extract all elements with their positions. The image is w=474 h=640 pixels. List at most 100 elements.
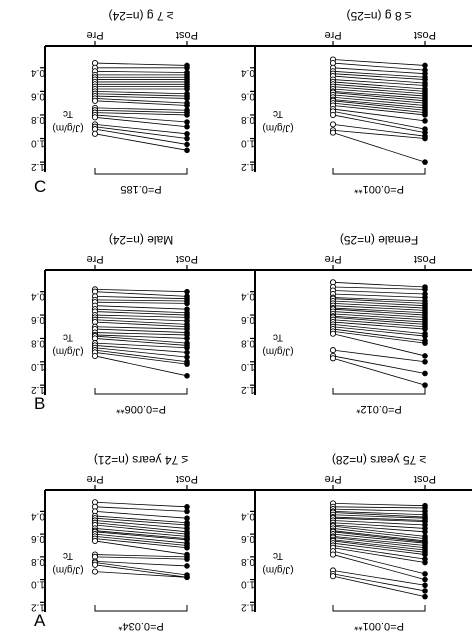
pair-line <box>332 547 426 563</box>
pair-line <box>332 132 426 163</box>
pair-line <box>332 290 426 295</box>
pre-point <box>329 121 337 128</box>
significance-bracket <box>332 605 426 612</box>
pair-line <box>332 530 426 542</box>
pair-line <box>94 506 188 512</box>
subplot-title: ≤ 8 g (n=25) <box>347 9 412 23</box>
pair-line <box>332 59 426 66</box>
pair-line <box>332 573 426 592</box>
pair-line <box>94 562 188 576</box>
post-point <box>184 64 190 71</box>
plot-b-left: 0.4 0.6 0.8 1.0 1.2 Tc (J/g/m) Pre Post Female (n… <box>241 233 472 415</box>
pair-line <box>94 288 188 293</box>
pair-line <box>332 75 426 84</box>
pre-label: Pre <box>86 253 103 265</box>
post-point <box>422 358 428 365</box>
pair-line <box>332 73 426 80</box>
pair-line <box>94 70 188 73</box>
pre-point <box>329 573 337 580</box>
pair-line <box>332 300 426 307</box>
pair-line <box>94 334 188 339</box>
tick-label: 1.0 <box>31 579 45 590</box>
y-axis-label: Tc <box>273 332 283 343</box>
subplot-title: ≥ 7 g (n=24) <box>109 9 174 23</box>
post-point <box>422 333 428 339</box>
pair-line <box>332 281 426 288</box>
pair-line <box>332 528 426 540</box>
pre-point <box>91 568 99 575</box>
post-point <box>184 574 190 581</box>
pair-line <box>332 108 426 122</box>
panel-letter-a: A <box>34 611 46 630</box>
pair-line <box>94 308 188 314</box>
post-label: Post <box>176 253 198 265</box>
pair-line <box>94 501 188 508</box>
pair-line <box>94 328 188 333</box>
post-point <box>184 515 190 521</box>
post-point <box>184 135 190 142</box>
pair-line <box>332 313 426 321</box>
pair-line <box>94 332 188 336</box>
y-axis-label: Tc <box>273 108 283 119</box>
pair-line <box>332 506 426 509</box>
pair-line <box>332 286 426 290</box>
post-point <box>184 102 190 109</box>
pair-line <box>332 105 426 116</box>
post-point <box>422 593 428 600</box>
pair-line <box>94 116 188 128</box>
tick-label: 1.2 <box>31 161 45 172</box>
pre-label: Pre <box>86 29 103 41</box>
post-point <box>422 286 428 293</box>
post-point <box>184 131 190 137</box>
post-label: Post <box>414 253 436 265</box>
tick-label: 1.2 <box>31 384 45 395</box>
post-point <box>422 382 428 388</box>
tick-label: 0.4 <box>241 67 255 78</box>
subplot-title: Female (n=25) <box>340 233 418 247</box>
pair-line <box>94 128 188 145</box>
pair-line <box>332 326 426 337</box>
tick-label: 1.2 <box>241 161 255 172</box>
pair-line <box>332 542 426 555</box>
pair-line <box>332 83 426 92</box>
tick-label: 0.4 <box>31 510 45 521</box>
pair-line <box>332 94 426 104</box>
post-point <box>184 508 190 515</box>
p-value: P=0.012* <box>356 403 402 415</box>
pair-line <box>94 133 188 151</box>
post-point <box>184 354 190 360</box>
pair-line <box>94 321 188 328</box>
tick-label: 1.2 <box>241 384 255 395</box>
pair-line <box>332 545 426 560</box>
pair-line <box>94 345 188 353</box>
pair-line <box>332 62 426 71</box>
tick-label: 1.0 <box>241 138 255 149</box>
pre-point <box>329 355 337 362</box>
pair-line <box>94 301 188 304</box>
post-point <box>184 349 190 356</box>
pair-line <box>332 324 426 335</box>
pair-line <box>94 342 188 349</box>
post-label: Post <box>414 29 436 41</box>
pair-line <box>94 538 188 549</box>
pair-line <box>332 331 426 344</box>
pair-line <box>94 349 188 363</box>
pair-line <box>332 522 426 529</box>
pair-line <box>332 123 426 137</box>
post-point <box>184 119 190 125</box>
pair-line <box>332 311 426 318</box>
pair-line <box>94 90 188 95</box>
pair-line <box>94 515 188 524</box>
pair-line <box>332 81 426 90</box>
pair-line <box>332 100 426 111</box>
pair-line <box>332 514 426 519</box>
pre-point <box>91 97 99 104</box>
pair-line <box>332 297 426 302</box>
plot-a-left: 0.4 0.6 0.8 1.0 1.2 Tc (J/g/m) Pre Post ≥ 75 year… <box>241 453 472 632</box>
tick-label: 0.6 <box>31 90 45 101</box>
pre-point <box>91 114 99 121</box>
tick-label: 0.8 <box>31 114 45 125</box>
tick-label: 1.0 <box>31 138 45 149</box>
pair-line <box>332 99 426 109</box>
post-point <box>184 373 190 379</box>
